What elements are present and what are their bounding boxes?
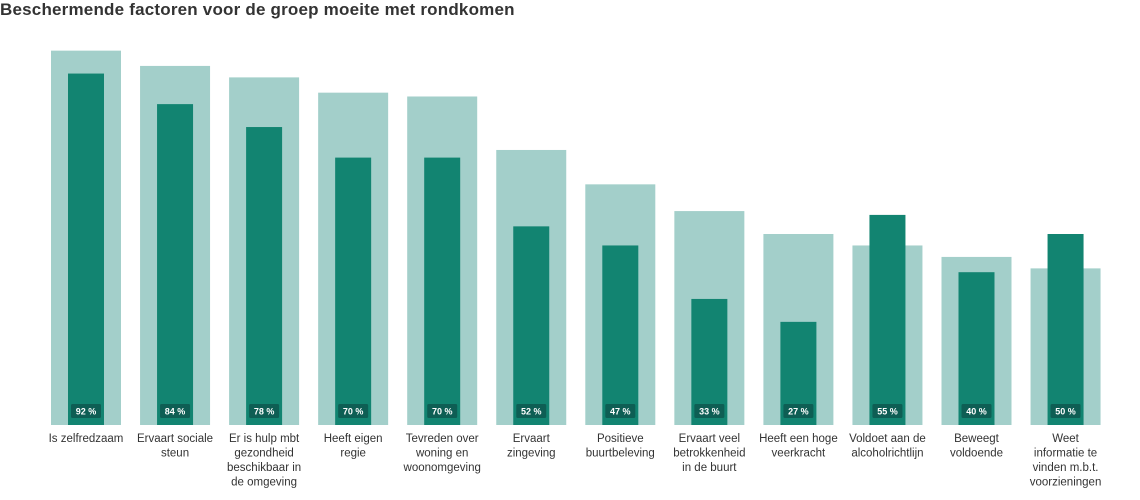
category-label-line: Heeft een hoge: [759, 433, 838, 445]
category-label-line: vinden m.b.t.: [1033, 462, 1099, 474]
value-label: 33 %: [699, 407, 720, 417]
value-label: 70 %: [432, 407, 453, 417]
category-label-line: beschikbaar in: [227, 462, 301, 474]
category-label: Voldoet aan de alcoholrichtlijn: [849, 433, 926, 460]
value-label: 92 %: [76, 407, 97, 417]
category-label-line: Voldoet aan de: [849, 433, 926, 445]
category-label: Ervaart veel betrokkenheid in de buurt: [673, 433, 745, 474]
category-label: Heeft eigen regie: [324, 433, 383, 460]
category-label: Er is hulp mbt gezondheid beschikbaar in de…: [227, 433, 301, 489]
background-bars: [51, 50, 1101, 426]
value-label-box: [427, 404, 458, 418]
value-label: 78 %: [254, 407, 275, 417]
foreground-bar: [1047, 234, 1084, 425]
value-label-box: [516, 404, 547, 418]
category-label-line: voorzieningen: [1030, 477, 1102, 489]
category-label-line: in de buurt: [682, 462, 737, 474]
category-label: Is zelfredzaam: [49, 433, 124, 445]
category-label-line: voldoende: [950, 448, 1003, 460]
foreground-bar: [958, 272, 995, 425]
category-label-line: Positieve: [597, 433, 644, 445]
value-label-box: [249, 404, 280, 418]
foreground-bar: [602, 245, 639, 425]
category-label-line: Ervaart: [513, 433, 551, 445]
category-label-line: gezondheid: [234, 448, 293, 460]
category-label-line: veerkracht: [772, 448, 826, 460]
category-label-line: zingeving: [507, 448, 556, 460]
value-label: 47 %: [610, 407, 631, 417]
foreground-bar: [869, 214, 906, 425]
value-label-box: [338, 404, 369, 418]
foreground-bars: [68, 73, 1084, 426]
category-label-line: Heeft eigen: [324, 433, 383, 445]
value-label: 55 %: [877, 407, 898, 417]
value-label-box: [694, 404, 725, 418]
category-label-line: steun: [161, 448, 189, 460]
value-label-box: [71, 404, 101, 418]
foreground-bar: [68, 73, 104, 425]
category-label: Weet informatie te vinden m.b.t. voorzienin…: [1030, 433, 1102, 489]
value-label-box: [160, 404, 191, 418]
category-label-line: Tevreden over: [406, 433, 479, 445]
value-label-box: [783, 404, 814, 418]
category-label-line: de omgeving: [231, 477, 297, 489]
foreground-bar: [246, 127, 283, 425]
value-label: 70 %: [343, 407, 364, 417]
category-label: Positieve buurtbeleving: [586, 433, 655, 460]
category-label-line: woning en: [415, 448, 468, 460]
value-label: 40 %: [966, 407, 987, 417]
category-label-line: regie: [340, 448, 366, 460]
category-label: Heeft een hoge veerkracht: [759, 433, 838, 460]
value-label: 50 %: [1055, 407, 1076, 417]
foreground-bar: [157, 104, 194, 426]
value-label: 84 %: [165, 407, 186, 417]
category-label-line: woonomgeving: [403, 462, 481, 474]
value-labels: 92 % 84 % 78 % 70 % 70 % 52 % 47 % 33 % 27 % 55 %…: [71, 404, 1081, 418]
value-label: 52 %: [521, 407, 542, 417]
category-label-line: Beweegt: [954, 433, 1000, 445]
chart-title: Beschermende factoren voor de groep moei…: [0, 0, 515, 19]
category-label-line: Er is hulp mbt: [229, 433, 300, 445]
category-label-line: Ervaart veel: [679, 433, 740, 445]
value-label-box: [872, 404, 903, 418]
category-label-line: buurtbeleving: [586, 448, 655, 460]
category-label-line: informatie te: [1034, 448, 1097, 460]
category-label: Ervaart sociale steun: [137, 433, 213, 460]
category-label-line: betrokkenheid: [673, 448, 745, 460]
category-label: Beweegt voldoende: [950, 433, 1003, 460]
value-label-box: [961, 404, 992, 418]
category-labels: Is zelfredzaam Ervaart sociale steun Er is …: [49, 433, 1102, 489]
foreground-bar: [424, 157, 461, 425]
foreground-bar: [335, 157, 372, 425]
value-label: 27 %: [788, 407, 809, 417]
category-label-line: Ervaart sociale: [137, 433, 213, 445]
value-label-box: [1050, 404, 1081, 418]
category-label: Tevreden over woning en woonomgeving: [403, 433, 481, 474]
category-label-line: Weet: [1052, 433, 1079, 445]
category-label: Ervaart zingeving: [507, 433, 556, 460]
value-label-box: [605, 404, 636, 418]
category-label-line: Is zelfredzaam: [49, 433, 124, 445]
foreground-bar: [691, 298, 728, 425]
category-label-line: alcoholrichtlijn: [851, 448, 923, 460]
foreground-bar: [513, 226, 550, 425]
